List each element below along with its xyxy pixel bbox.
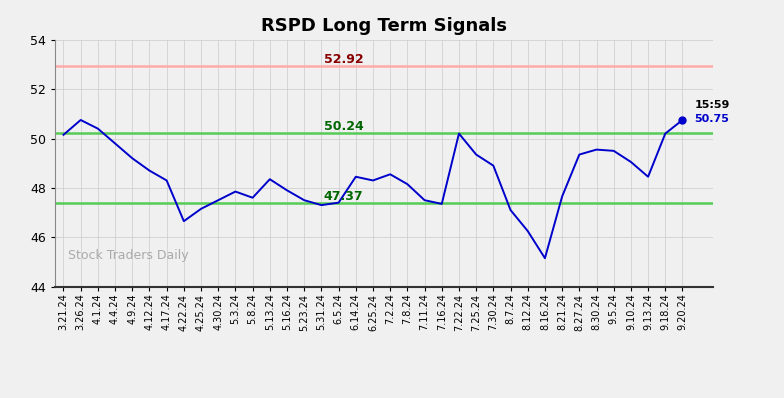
Text: 15:59: 15:59	[695, 100, 730, 110]
Text: 47.37: 47.37	[324, 190, 363, 203]
Title: RSPD Long Term Signals: RSPD Long Term Signals	[261, 18, 507, 35]
Text: 50.24: 50.24	[324, 120, 363, 133]
Text: Stock Traders Daily: Stock Traders Daily	[68, 249, 189, 262]
Text: 50.75: 50.75	[695, 115, 729, 125]
Text: 52.92: 52.92	[324, 53, 363, 66]
